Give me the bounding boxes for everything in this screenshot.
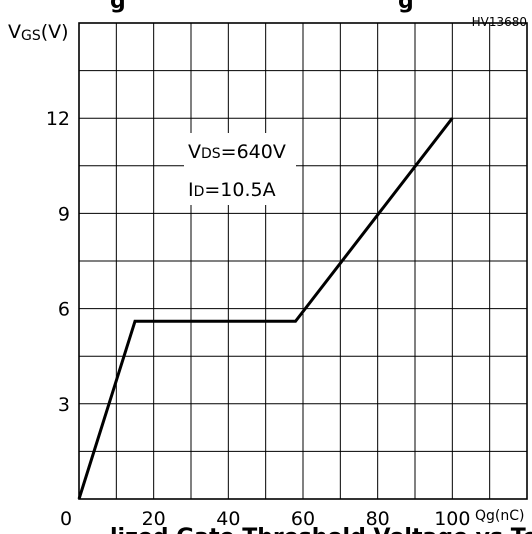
x-tick-label: 60 xyxy=(291,508,315,530)
annotation-vds: VDS=640V xyxy=(188,141,286,163)
annotation-id-rest: =10.5A xyxy=(204,179,275,201)
series-line-vgs xyxy=(77,117,454,500)
y-axis-label: VGS(V) xyxy=(8,21,69,44)
y-axis-label-main: V xyxy=(8,21,21,43)
annotation-vds-main: V xyxy=(188,141,201,163)
x-tick-label: 20 xyxy=(142,508,166,530)
y-tick-label: 3 xyxy=(58,394,70,416)
y-tick-label: 9 xyxy=(58,203,70,225)
annotation-id-sub: D xyxy=(194,184,205,200)
y-tick-label: 6 xyxy=(58,299,70,321)
annotation-id: ID=10.5A xyxy=(188,179,276,201)
y-tick-label: 12 xyxy=(46,108,70,130)
cut-title-fragment-right: g xyxy=(398,0,414,14)
grid-layer xyxy=(79,23,527,499)
plot-frame xyxy=(78,22,528,500)
annotation-vds-sub: DS xyxy=(201,146,221,162)
x-tick-label: 0 xyxy=(60,508,72,530)
annotation-box: VDS=640V ID=10.5A xyxy=(184,133,296,205)
x-tick-label: 40 xyxy=(216,508,240,530)
x-axis-label: Qg(nC) xyxy=(475,508,524,524)
x-tick-labels: 0 20 40 60 80 100 xyxy=(60,508,471,530)
y-axis-label-sub: GS xyxy=(21,28,41,44)
y-tick-labels: 3 6 9 12 xyxy=(46,108,70,416)
y-axis-label-unit: (V) xyxy=(41,21,69,43)
cut-caption-fragment: lized Gate Threshold Voltage vs Te xyxy=(110,525,532,534)
figure-code: HV13680 xyxy=(472,15,527,29)
x-tick-label: 100 xyxy=(434,508,470,530)
cut-title-fragment-left: g xyxy=(110,0,126,14)
annotation-vds-rest: =640V xyxy=(221,141,286,163)
annotation-id-main: I xyxy=(188,179,194,201)
x-tick-label: 80 xyxy=(366,508,390,530)
